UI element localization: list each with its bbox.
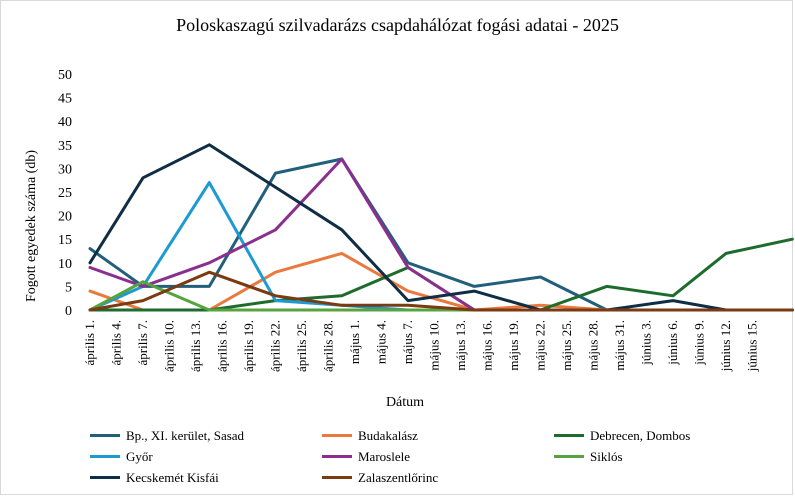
x-tick-label: április 22. [268,320,283,372]
legend-label: Kecskemét Kisfái [126,469,219,485]
x-tick-label: május 19. [506,320,521,371]
x-tick-label: április 28. [321,320,336,372]
y-tick-label: 45 [58,92,72,107]
y-tick-label: 40 [58,115,72,130]
legend-label: Budakalász [358,427,418,443]
x-tick-label: április 16. [215,320,230,372]
legend-swatch [554,455,584,458]
legend-label: Maroslele [358,448,410,464]
x-tick-label: április 4. [109,320,124,366]
legend-item: Győr [90,447,322,466]
legend-swatch [554,434,584,437]
legend-swatch [322,434,352,437]
y-tick-label: 0 [65,304,72,319]
legend-label: Debrecen, Dombos [590,427,691,443]
legend-label: Bp., XI. kerület, Sasad [126,427,245,443]
series-line-kecskemet-kisfai [88,143,794,312]
x-tick-label: június 15. [745,320,760,372]
x-tick-label: április 10. [162,320,177,372]
x-tick-label: június 6. [665,320,680,366]
legend-swatch [90,476,120,479]
x-tick-label: június 3. [639,320,654,366]
legend-swatch [322,476,352,479]
x-tick-label: április 19. [241,320,256,372]
y-tick-label: 50 [58,68,72,83]
legend-label: Győr [126,448,153,464]
y-tick-label: 20 [58,210,72,225]
legend-item: Budakalász [322,426,554,445]
series-line-gyor [88,181,794,312]
y-tick-label: 15 [58,233,72,248]
chart-title: Poloskaszagú szilvadarázs csapdahálózat … [176,15,619,35]
x-tick-label: április 7. [135,320,150,366]
legend-item: Zalaszentlőrinc [322,468,554,487]
x-tick-label: május 28. [586,320,601,371]
legend-swatch [322,455,352,458]
y-tick-label: 35 [58,139,72,154]
x-tick-label: május 16. [480,320,495,371]
y-tick-label: 5 [65,280,72,295]
x-tick-label: május 4. [374,320,389,364]
x-tick-label: május 31. [612,320,627,371]
x-tick-label: április 13. [188,320,203,372]
legend-label: Siklós [590,448,623,464]
x-tick-label: május 7. [400,320,415,364]
legend-item: Siklós [554,447,780,466]
x-tick-label: május 1. [347,320,362,364]
x-tick-label: április 1. [82,320,97,366]
legend-item: Debrecen, Dombos [554,426,780,445]
x-tick-label: április 25. [294,320,309,372]
legend-item: Kecskemét Kisfái [90,468,322,487]
legend-item: Maroslele [322,447,554,466]
legend-swatch [90,434,120,437]
x-tick-label: május 10. [427,320,442,371]
x-axis-title: Dátum [385,395,425,410]
x-tick-label: május 22. [533,320,548,371]
x-tick-label: június 12. [718,320,733,372]
y-tick-label: 10 [58,257,72,272]
legend-swatch [90,455,120,458]
y-tick-label: 30 [58,162,72,177]
series-line-budakalasz [88,251,794,312]
x-tick-label: május 13. [453,320,468,371]
x-tick-label: június 9. [692,320,707,366]
legend-label: Zalaszentlőrinc [358,469,439,485]
x-tick-label: május 25. [559,320,574,371]
chart-legend: Bp., XI. kerület, Sasad Budakalász Debrece… [90,426,780,487]
y-tick-label: 25 [58,186,72,201]
series-line-zalaszentlorinc [88,270,794,312]
legend-item: Bp., XI. kerület, Sasad [90,426,322,445]
y-axis-title: Fogott egyedek száma (db) [24,149,39,303]
